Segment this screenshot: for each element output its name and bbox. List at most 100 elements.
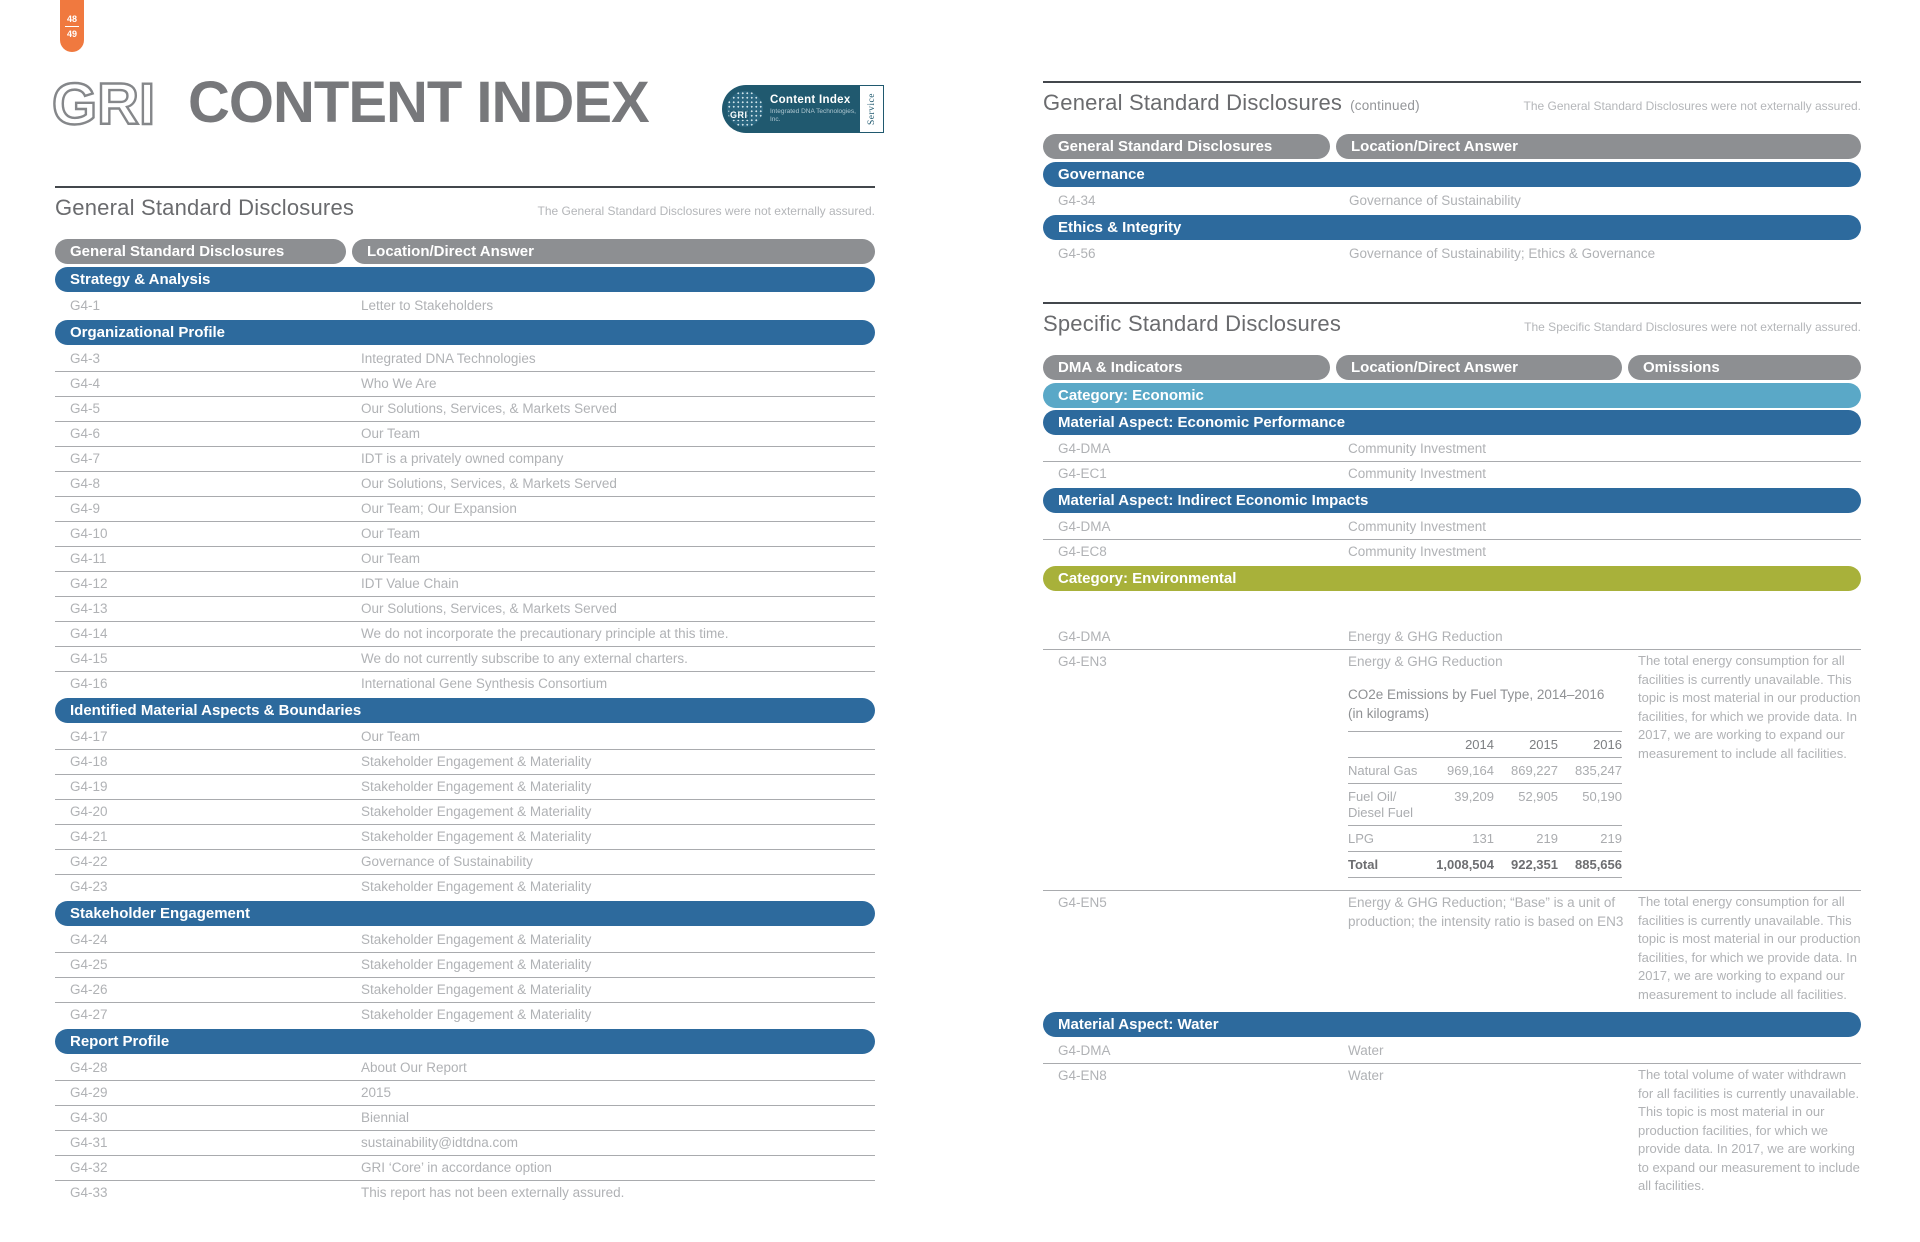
disclosure-answer: Integrated DNA Technologies [361, 351, 536, 366]
disclosure-code: G4-DMA [1058, 519, 1111, 534]
section-header: General Standard Disclosures (continued) … [1043, 83, 1861, 116]
section-bar: Stakeholder Engagement [55, 901, 875, 926]
emissions-value: 39,209 [1430, 783, 1494, 826]
emissions-row: LPG 131 219 219 [1348, 825, 1622, 852]
omission-text [1628, 1039, 1861, 1063]
disclosure-code: G4-21 [70, 829, 108, 844]
disclosure-code: G4-12 [70, 576, 108, 591]
table-header-row: General Standard Disclosures Location/Dir… [1043, 134, 1861, 159]
table-row: G4-34 Governance of Sustainability [1043, 189, 1861, 213]
location-text: Energy & GHG Reduction [1348, 654, 1503, 669]
disclosure-location: Energy & GHG Reduction [1336, 625, 1628, 649]
disclosure-answer: Governance of Sustainability; Ethics & G… [1349, 246, 1656, 261]
table-row: G4-14 We do not incorporate the precautio… [55, 621, 875, 646]
assurance-note: The Specific Standard Disclosures were n… [1524, 320, 1861, 334]
table-row: G4-11 Our Team [55, 546, 875, 571]
disclosure-answer: Our Solutions, Services, & Markets Serve… [361, 401, 617, 416]
location-text: Community Investment [1348, 544, 1487, 559]
disclosure-code: G4-33 [70, 1185, 108, 1200]
location-text: Community Investment [1348, 519, 1487, 534]
table-gap [1043, 593, 1861, 625]
page-number-tab: 48 49 [60, 0, 84, 52]
table-row: G4-6 Our Team [55, 421, 875, 446]
badge-subtitle: Integrated DNA Technologies, Inc. [770, 108, 856, 123]
section-bar: Material Aspect: Indirect Economic Impac… [1043, 488, 1861, 513]
disclosure-answer: Biennial [361, 1110, 410, 1125]
badge-body: GRI Content Index Integrated DNA Technol… [722, 85, 860, 133]
emissions-table-title: CO2e Emissions by Fuel Type, 2014–2016 (… [1348, 685, 1622, 732]
section-bar: Ethics & Integrity [1043, 215, 1861, 240]
total-label: Total [1348, 851, 1430, 878]
disclosure-answer: Stakeholder Engagement & Materiality [361, 754, 592, 769]
disclosure-code: G4-11 [70, 551, 107, 566]
table-row: G4-EC1 Community Investment [1043, 461, 1861, 486]
disclosure-answer: Our Team [361, 551, 421, 566]
section-rule [55, 186, 875, 188]
disclosure-code: G4-28 [70, 1060, 108, 1075]
emissions-value: 219 [1494, 825, 1558, 852]
table-row: G4-56 Governance of Sustainability; Ethic… [1043, 242, 1861, 266]
emissions-value: 835,247 [1558, 757, 1622, 784]
table-header-row: DMA & Indicators Location/Direct Answer Om… [1043, 355, 1861, 380]
disclosure-code: G4-17 [70, 729, 108, 744]
badge-service-tab: Service [860, 85, 884, 133]
table-row: G4-EN8 Water The total volume of water wit… [1043, 1063, 1861, 1202]
section-bar: Organizational Profile [55, 320, 875, 345]
emissions-row: Natural Gas 969,164 869,227 835,247 [1348, 757, 1622, 784]
table-row: G4-9 Our Team; Our Expansion [55, 496, 875, 521]
general-continued-table: Governance G4-34 Governance of Sustainabil… [1043, 162, 1861, 266]
table-row: G4-12 IDT Value Chain [55, 571, 875, 596]
disclosure-code: G4-7 [70, 451, 101, 466]
column-header: Location/Direct Answer [1336, 355, 1622, 380]
table-row: G4-20 Stakeholder Engagement & Materialit… [55, 799, 875, 824]
table-row: G4-EN5 Energy & GHG Reduction; “Base” is … [1043, 890, 1861, 1010]
disclosure-code: G4-56 [1058, 246, 1096, 261]
fuel-label: Natural Gas [1348, 757, 1430, 784]
title-gri-text: GRI [52, 72, 155, 132]
disclosure-code: G4-18 [70, 754, 108, 769]
omission-text [1628, 540, 1861, 564]
omission-text: The total volume of water withdrawn for … [1638, 1067, 1860, 1193]
disclosure-answer: Letter to Stakeholders [361, 298, 494, 313]
omission-text [1628, 462, 1861, 486]
disclosure-answer: Stakeholder Engagement & Materiality [361, 1007, 592, 1022]
table-row: G4-26 Stakeholder Engagement & Materialit… [55, 977, 875, 1002]
emissions-value: 131 [1430, 825, 1494, 852]
table-row: G4-DMA Community Investment [1043, 515, 1861, 539]
table-row: G4-33 This report has not been externally… [55, 1180, 875, 1205]
total-value: 885,656 [1558, 851, 1622, 878]
table-row: G4-23 Stakeholder Engagement & Materialit… [55, 874, 875, 899]
omission-text [1628, 437, 1861, 461]
location-text: Water [1348, 1068, 1384, 1083]
column-header: Location/Direct Answer [1336, 134, 1861, 159]
disclosure-code: G4-16 [70, 676, 108, 691]
omission-text [1628, 515, 1861, 539]
section-heading: Specific Standard Disclosures [1043, 311, 1342, 336]
specific-disclosures-table: Category: Economic Material Aspect: Econo… [1043, 383, 1861, 1202]
page-number-divider [65, 25, 79, 27]
emissions-data: 2014 2015 2016 Natural Gas 969,164 869,227 835… [1348, 732, 1622, 878]
disclosure-code: G4-EN8 [1058, 1068, 1107, 1083]
location-text: Energy & GHG Reduction [1348, 629, 1503, 644]
disclosure-code: G4-4 [70, 376, 101, 391]
disclosure-answer: Governance of Sustainability [361, 854, 533, 869]
table-row: G4-27 Stakeholder Engagement & Materialit… [55, 1002, 875, 1027]
disclosure-code: G4-8 [70, 476, 101, 491]
disclosure-code: G4-1 [70, 298, 101, 313]
title-content-index: CONTENT INDEX [188, 70, 650, 135]
total-value: 1,008,504 [1430, 851, 1494, 878]
disclosure-code: G4-EN5 [1058, 895, 1107, 910]
table-row: G4-3 Integrated DNA Technologies [55, 347, 875, 371]
location-text: Community Investment [1348, 466, 1487, 481]
table-row: G4-5 Our Solutions, Services, & Markets S… [55, 396, 875, 421]
table-row: G4-DMA Community Investment [1043, 437, 1861, 461]
general-disclosures-table: Strategy & Analysis G4-1 Letter to Stakeho… [55, 267, 875, 1205]
table-row: G4-DMA Water [1043, 1039, 1861, 1063]
disclosure-answer: About Our Report [361, 1060, 467, 1075]
table-row: G4-25 Stakeholder Engagement & Materialit… [55, 952, 875, 977]
disclosure-code: G4-14 [70, 626, 108, 641]
location-text: Energy & GHG Reduction; “Base” is a unit… [1348, 895, 1624, 929]
disclosure-code: G4-24 [70, 932, 108, 947]
disclosure-answer: Governance of Sustainability [1349, 193, 1521, 208]
table-row: G4-21 Stakeholder Engagement & Materialit… [55, 824, 875, 849]
